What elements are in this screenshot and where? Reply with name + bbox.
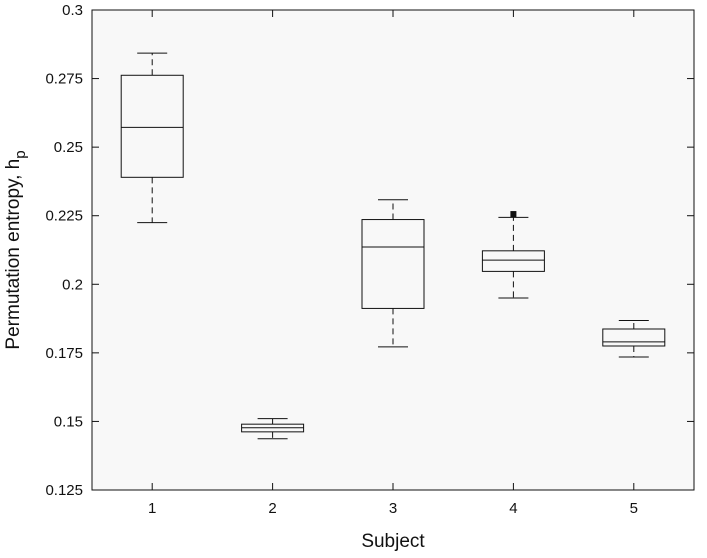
boxes xyxy=(120,52,666,440)
plot-area xyxy=(91,9,695,491)
interquartile-box xyxy=(120,74,184,178)
outlier-point xyxy=(510,211,517,218)
box-plot-subject-3 xyxy=(361,199,425,348)
x-tick-label: 3 xyxy=(389,500,397,517)
box-plot-subject-2 xyxy=(241,418,305,440)
x-axis: 1 2 3 4 5 xyxy=(148,10,638,517)
box-plot-subject-4 xyxy=(481,211,545,299)
y-tick-label: 0.125 xyxy=(45,482,83,499)
y-tick-label: 0.3 xyxy=(62,2,83,19)
y-tick-label: 0.2 xyxy=(62,276,83,293)
interquartile-box xyxy=(602,328,666,347)
y-tick-label: 0.25 xyxy=(54,139,83,156)
y-axis-title-main: Permutation entropy, h xyxy=(3,159,24,350)
y-axis-title-subscript: p xyxy=(12,150,29,158)
y-axis-title: Permutation entropy, hp xyxy=(3,150,29,349)
y-tick-label: 0.275 xyxy=(45,71,83,88)
box-plot-subject-1 xyxy=(120,52,184,224)
interquartile-box xyxy=(481,250,545,272)
x-axis-title: Subject xyxy=(361,531,425,552)
y-tick-label: 0.225 xyxy=(45,208,83,225)
x-tick-label: 5 xyxy=(630,500,638,517)
y-tick-label: 0.175 xyxy=(45,345,83,362)
y-axis: 0.125 0.15 0.175 0.2 0.225 0.25 0.275 0.3 xyxy=(45,2,694,499)
x-tick-label: 4 xyxy=(509,500,517,517)
x-tick-label: 2 xyxy=(268,500,276,517)
y-tick-label: 0.15 xyxy=(54,413,83,430)
box-plot-subject-5 xyxy=(602,319,666,358)
interquartile-box xyxy=(361,219,425,309)
x-tick-label: 1 xyxy=(148,500,156,517)
